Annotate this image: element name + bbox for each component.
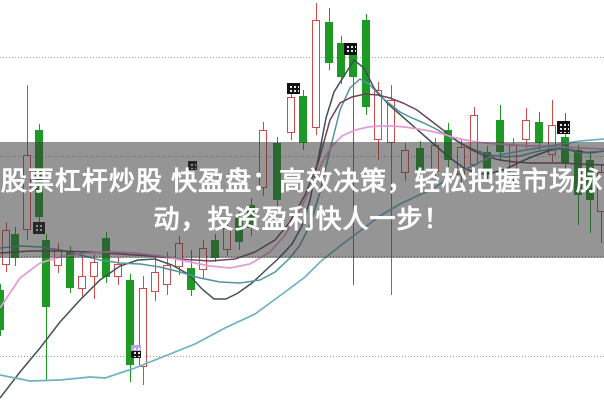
candlestick — [42, 240, 50, 307]
candlestick — [349, 52, 357, 77]
candlestick — [312, 20, 320, 128]
candlestick — [0, 290, 4, 330]
candlestick — [163, 265, 171, 285]
candlestick — [66, 252, 74, 288]
promo-text-line-2: 动，投资盈利快人一步！ — [153, 204, 451, 234]
promo-banner: 股票杠杆炒股 快盈盘：高效决策，轻松把握市场脉 动，投资盈利快人一步！ — [0, 142, 604, 258]
gridline — [0, 57, 604, 58]
candlestick — [337, 43, 345, 77]
candlestick — [522, 120, 530, 140]
candlestick — [151, 272, 159, 292]
candlestick — [374, 90, 382, 140]
candlestick — [362, 20, 370, 107]
candlestick — [299, 96, 307, 143]
event-marker-icon — [344, 43, 357, 55]
candlestick — [496, 120, 504, 152]
promo-text-line-1: 股票杠杆炒股 快盈盘：高效决策，轻松把握市场脉 — [0, 166, 604, 196]
gridline — [0, 356, 604, 357]
event-marker-icon — [557, 121, 570, 134]
candlestick — [287, 97, 295, 133]
event-marker-icon — [287, 83, 300, 94]
candlestick — [187, 268, 195, 290]
candlestick — [535, 122, 543, 143]
candlestick — [325, 22, 333, 63]
event-marker-icon — [131, 345, 141, 358]
candlestick — [78, 276, 86, 289]
candlestick — [90, 262, 98, 277]
candlestick — [139, 288, 147, 367]
candlestick — [126, 280, 134, 365]
candle-wick — [46, 234, 47, 380]
